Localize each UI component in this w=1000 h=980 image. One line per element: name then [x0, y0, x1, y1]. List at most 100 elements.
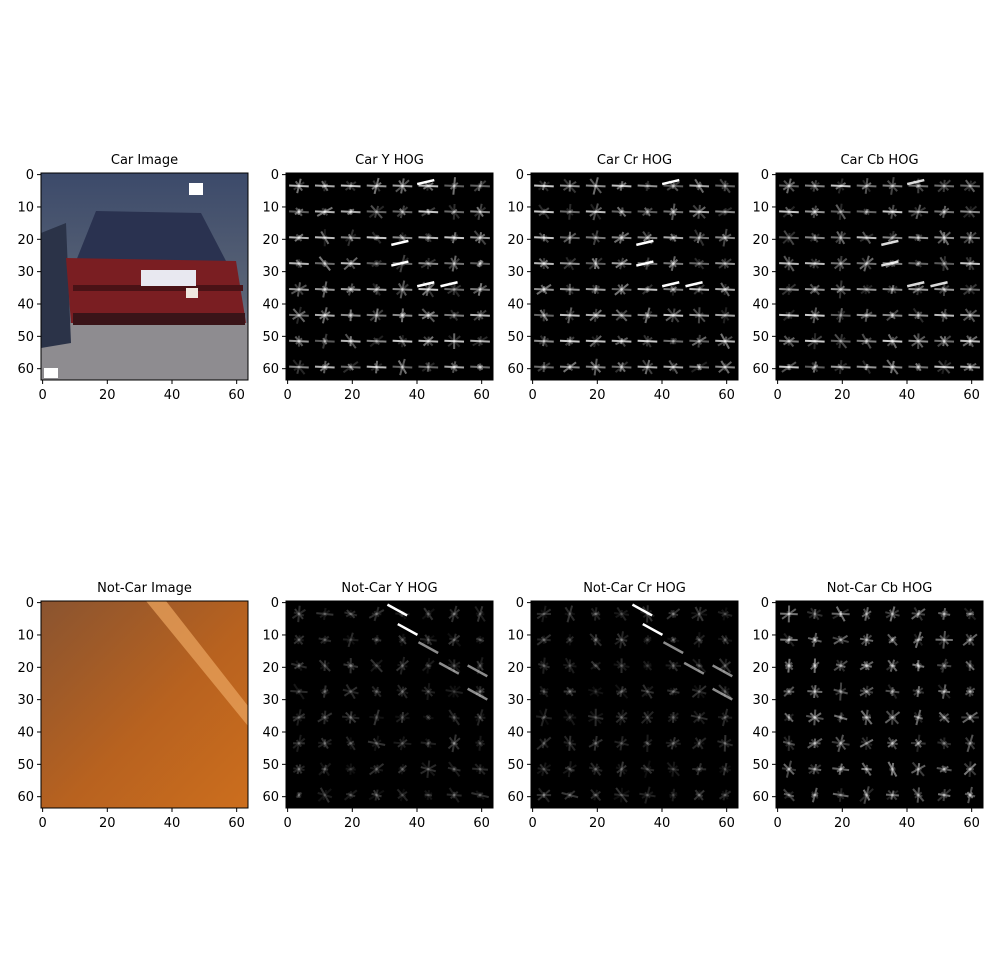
hog-stroke — [642, 336, 653, 346]
hog-stroke — [934, 313, 955, 317]
hog-stroke — [642, 233, 652, 242]
hog-stroke — [373, 714, 380, 721]
hog-stroke — [340, 365, 361, 369]
hog-stroke — [722, 789, 728, 801]
hog-stroke — [637, 287, 658, 291]
hog-stroke — [787, 363, 791, 371]
hog-stroke — [397, 282, 407, 296]
hog-stroke — [914, 311, 923, 320]
hog-stroke — [449, 637, 460, 643]
hog-stroke — [537, 789, 551, 801]
y-tick-label: 10 — [17, 628, 34, 643]
hog-stroke — [449, 608, 460, 620]
hog-stroke — [863, 793, 870, 797]
panel-image — [41, 601, 248, 808]
hog-stroke — [374, 260, 380, 267]
hog-stroke — [340, 313, 361, 317]
hog-stroke — [862, 285, 871, 294]
hog-stroke — [539, 687, 549, 696]
hog-stroke — [837, 734, 845, 753]
hog-stroke — [645, 180, 650, 192]
hog-stroke — [813, 333, 817, 350]
hog-stroke — [644, 311, 651, 319]
hog-stroke — [916, 686, 921, 698]
hog-stroke — [613, 790, 630, 801]
hog-stroke — [590, 661, 602, 670]
hog-stroke — [564, 709, 576, 726]
hog-stroke — [539, 259, 549, 268]
hog-stroke — [592, 793, 599, 797]
hog-stroke — [451, 715, 458, 720]
hog-stroke — [296, 764, 302, 775]
hog-stroke — [448, 608, 461, 620]
hog-stroke — [347, 792, 354, 799]
hog-stroke — [398, 180, 407, 192]
hog-stroke — [915, 709, 922, 726]
y-tick-label: 50 — [507, 758, 524, 773]
hog-stroke — [314, 287, 335, 291]
hog-stroke — [372, 310, 381, 321]
hog-stroke — [695, 637, 703, 642]
hog-stroke — [934, 262, 955, 266]
hog-stroke — [319, 689, 330, 694]
hog-stroke — [833, 634, 849, 645]
hog-stroke — [314, 365, 335, 369]
hog-stroke — [914, 791, 923, 799]
hog-stroke — [837, 310, 844, 320]
hog-stroke — [400, 711, 404, 723]
hog-stroke — [478, 259, 483, 268]
hog-stroke — [942, 205, 947, 218]
hog-stroke — [864, 208, 869, 215]
hog-stroke — [297, 635, 301, 645]
hog-stroke — [670, 337, 677, 345]
hog-stroke — [783, 736, 795, 751]
hog-stroke — [861, 337, 872, 346]
hog-stroke — [593, 335, 599, 348]
hog-stroke — [697, 363, 701, 371]
hog-stroke — [888, 182, 897, 190]
hog-stroke — [962, 335, 978, 347]
hog-stroke — [787, 311, 791, 319]
hog-stroke — [696, 606, 702, 622]
hog-stroke — [888, 716, 897, 719]
hog-stroke — [449, 791, 459, 800]
panel-title: Not-Car Cr HOG — [583, 581, 686, 596]
hog-stroke — [960, 262, 980, 266]
y-tick-label: 0 — [761, 168, 769, 183]
hog-stroke — [694, 789, 704, 801]
hog-stroke — [937, 335, 952, 348]
hog-stroke — [340, 262, 361, 266]
x-tick-label: 0 — [38, 816, 46, 831]
hog-stroke — [859, 788, 874, 802]
hog-stroke — [347, 285, 354, 293]
hog-stroke — [541, 738, 547, 749]
hog-stroke — [781, 608, 797, 620]
hog-stroke — [890, 336, 895, 346]
hog-stroke — [295, 337, 303, 345]
hog-stroke — [719, 767, 732, 772]
panel-title: Not-Car Cb HOG — [827, 581, 933, 596]
hog-stroke — [810, 738, 819, 748]
hog-stroke — [615, 787, 628, 803]
hog-stroke — [425, 740, 432, 746]
hog-stroke — [562, 764, 577, 775]
hog-stroke — [340, 236, 361, 240]
hog-stroke — [349, 763, 352, 775]
hog-stroke — [476, 605, 484, 622]
hog-stroke — [289, 287, 309, 291]
hog-stroke — [618, 209, 625, 215]
hog-stroke — [323, 208, 327, 216]
hog-stroke — [668, 359, 679, 375]
hog-stroke — [831, 612, 850, 616]
hog-stroke — [476, 662, 484, 670]
hog-stroke — [886, 789, 899, 801]
hog-stroke — [323, 607, 327, 620]
hog-stroke — [645, 635, 650, 645]
hog-stroke — [642, 684, 653, 699]
hog-background — [286, 173, 493, 380]
hog-stroke — [619, 761, 624, 777]
hog-stroke — [450, 234, 459, 242]
hog-stroke — [912, 307, 924, 323]
hog-edge-stroke — [661, 178, 680, 186]
